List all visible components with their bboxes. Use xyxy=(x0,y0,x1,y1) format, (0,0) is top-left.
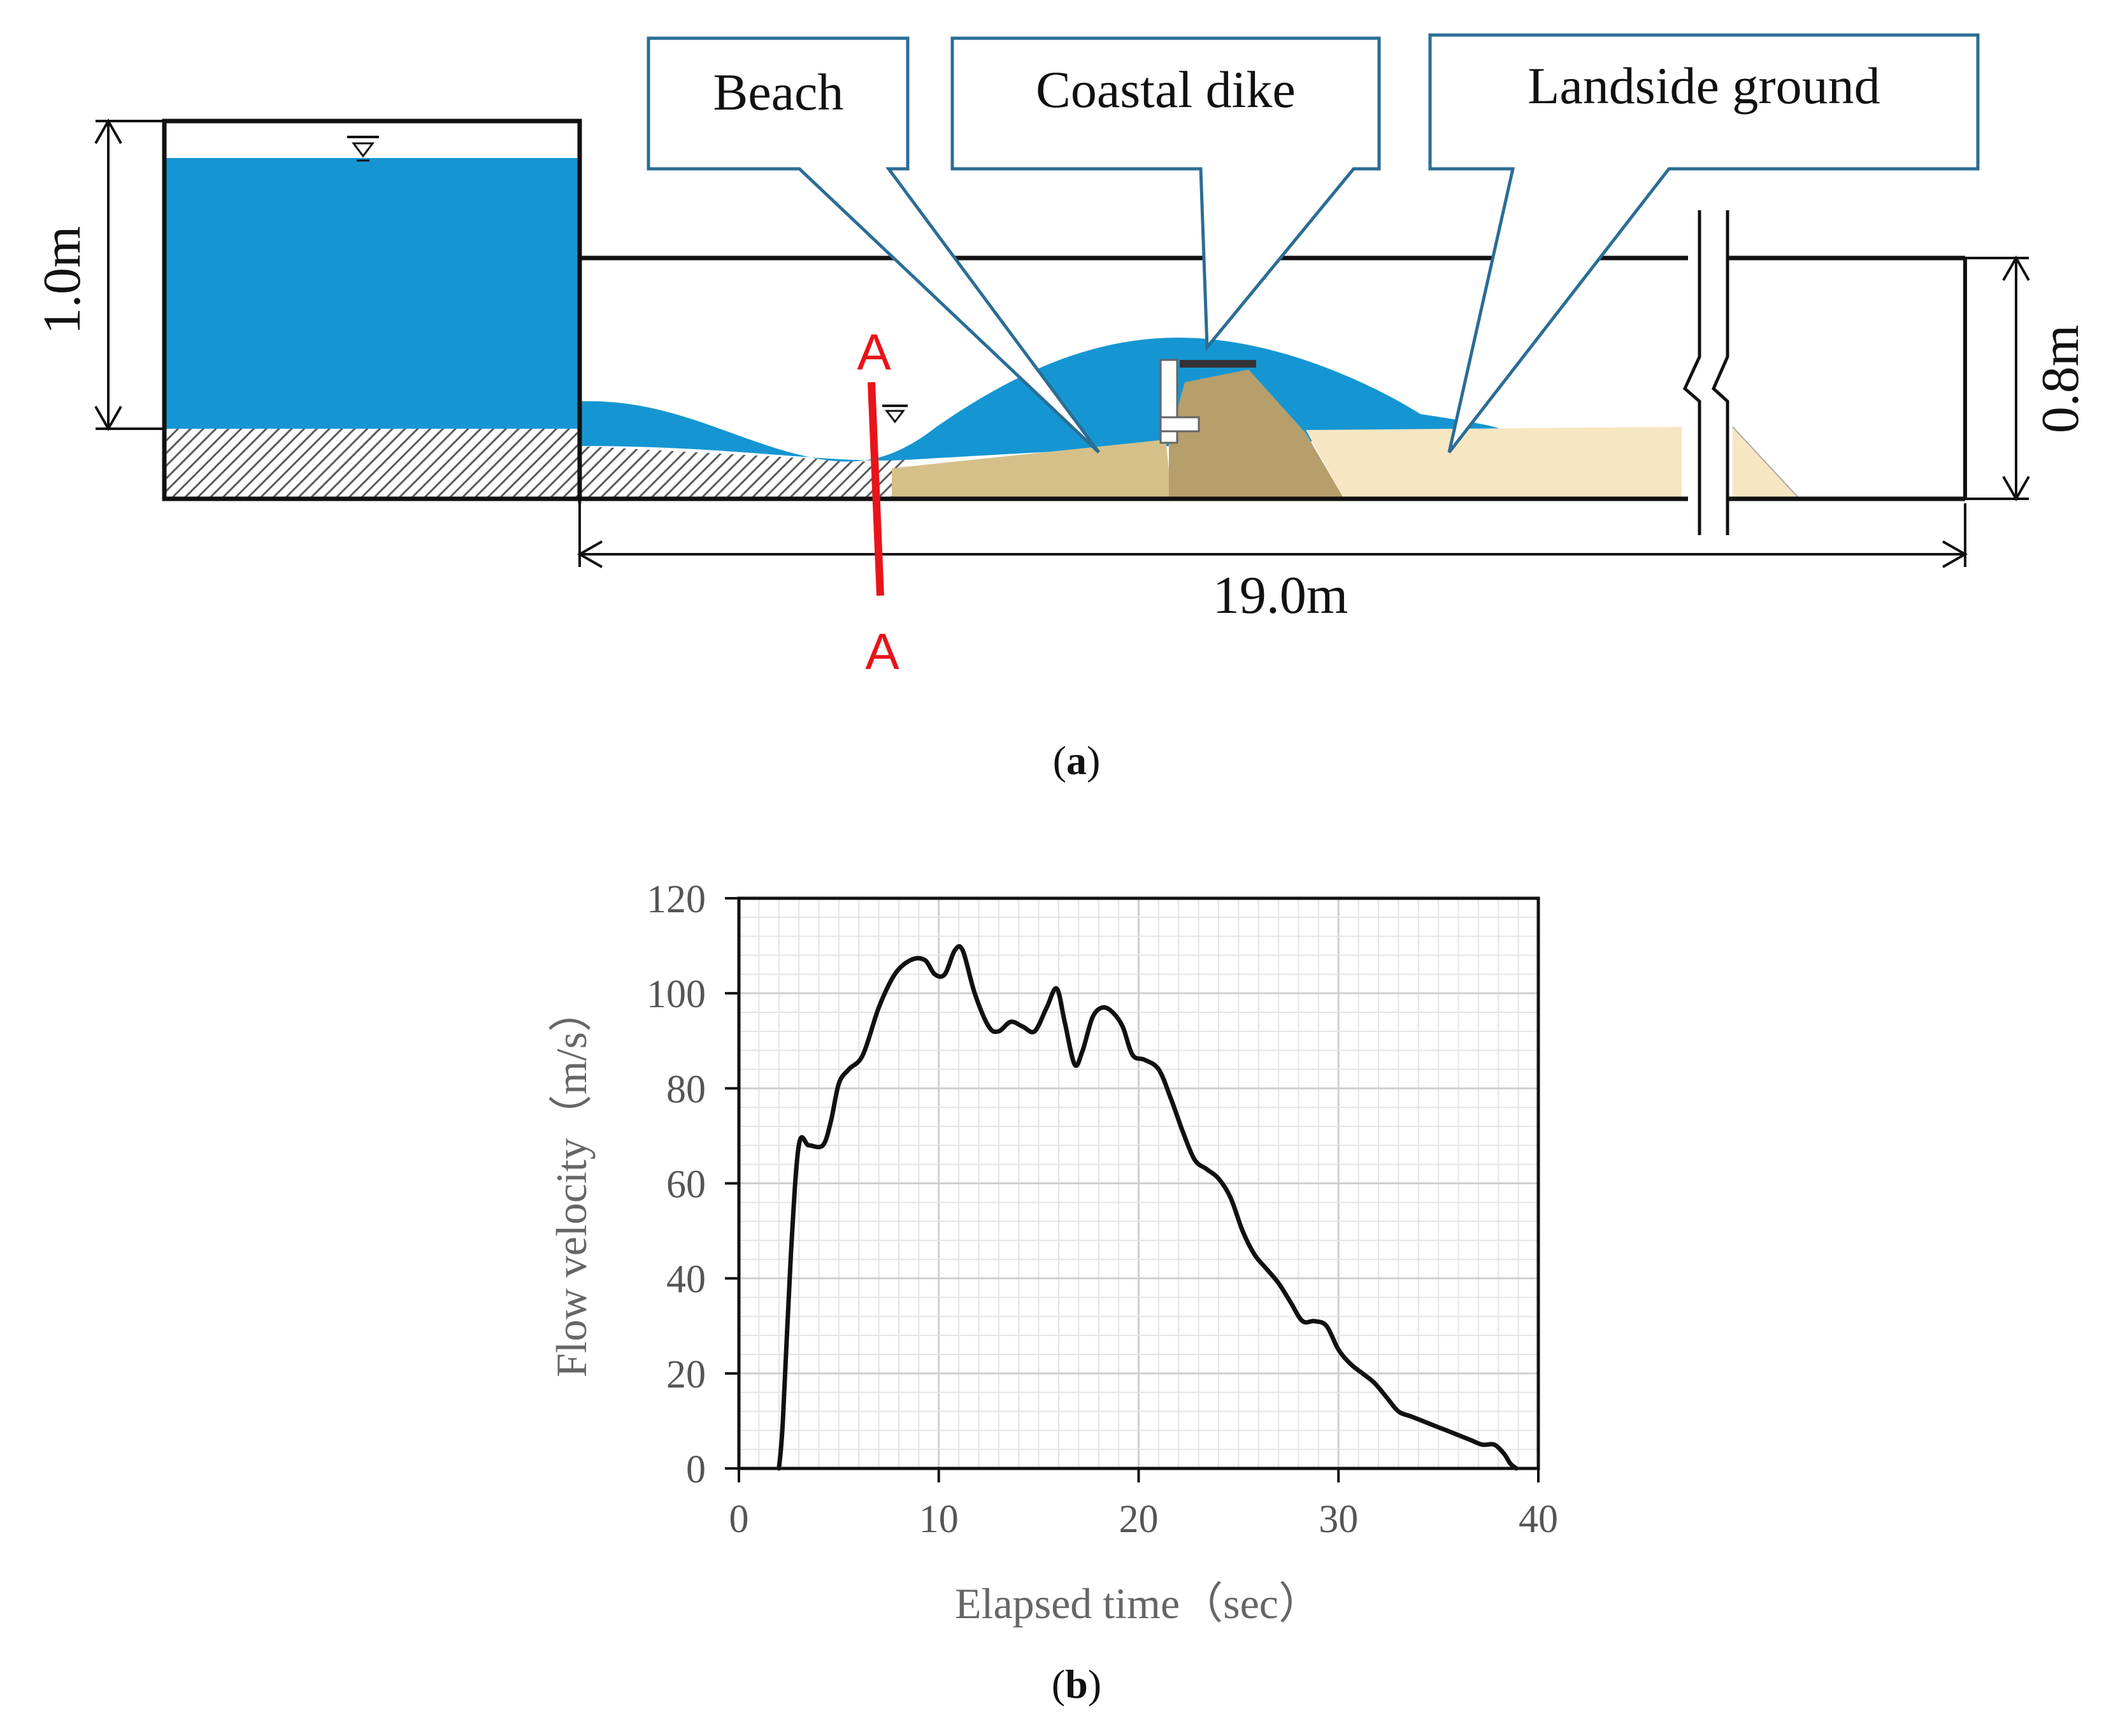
x-tick-label: 0 xyxy=(729,1498,749,1541)
y-tick-labels: 0 20 40 60 80 100 120 xyxy=(647,878,706,1491)
y-tick-label: 0 xyxy=(686,1448,706,1491)
callout-landside-ground: Landside ground xyxy=(1428,33,1980,454)
dim-0.8m-arrow-bottom xyxy=(2002,476,2030,502)
caption-b: (b) xyxy=(1052,1661,1101,1707)
dim-0.8m-arrow-top xyxy=(2002,255,2030,281)
callout-landside-ground-label: Landside ground xyxy=(1528,57,1880,115)
section-label-bottom: A xyxy=(865,623,899,680)
break-mark-left xyxy=(1682,210,1701,535)
y-axis-title: Flow velocity（m/s） xyxy=(547,989,596,1377)
dim-label-channel-length: 19.0m xyxy=(1213,566,1348,625)
y-tick-label: 60 xyxy=(666,1163,706,1207)
y-tick-label: 40 xyxy=(666,1258,706,1302)
velocity-chart: 0 10 20 30 40 0 20 40 60 80 100 120 Elapsed time（s… xyxy=(547,878,1558,1628)
dike-toe xyxy=(1159,416,1200,433)
coastal-dike-body xyxy=(1169,369,1344,499)
y-tick-label: 80 xyxy=(666,1068,706,1111)
dim-1m-arrow-bottom xyxy=(94,406,122,432)
flow-velocity-series-line xyxy=(776,943,1519,1471)
callout-beach-box xyxy=(647,36,1101,454)
dike-crown xyxy=(1180,360,1256,368)
x-tick-label: 10 xyxy=(919,1498,959,1541)
x-tick-label: 40 xyxy=(1519,1498,1558,1541)
chart-ticks xyxy=(725,897,1540,1482)
water-level-symbol-reservoir xyxy=(347,136,379,162)
dim-label-channel-height: 0.8m xyxy=(2031,325,2090,433)
caption-a: (a) xyxy=(1053,738,1101,783)
x-tick-label: 20 xyxy=(1119,1498,1159,1541)
callout-coastal-dike-label: Coastal dike xyxy=(1036,61,1296,118)
dim-19m-arrow-left xyxy=(576,540,603,568)
callout-coastal-dike: Coastal dike xyxy=(950,36,1381,352)
beach-sand xyxy=(892,440,1172,499)
x-axis-title: Elapsed time（sec） xyxy=(955,1579,1322,1628)
y-tick-label: 120 xyxy=(647,878,706,921)
caption-a-letter: a xyxy=(1066,738,1087,783)
callout-beach-label: Beach xyxy=(713,63,844,121)
dim-19m-arrow-right xyxy=(1942,540,1968,568)
y-tick-label: 20 xyxy=(666,1353,706,1396)
caption-b-letter: b xyxy=(1065,1661,1088,1707)
callout-coastal-dike-box xyxy=(950,36,1381,352)
landside-ground xyxy=(1306,427,1682,499)
flume-diagram: 1.0m 0.8m 19.0m A A Beach Coastal dike xyxy=(32,33,2090,680)
section-label-top: A xyxy=(857,324,891,380)
break-mark-right xyxy=(1711,210,1729,535)
landside-ground-end-slope xyxy=(1732,426,1800,499)
x-tick-label: 30 xyxy=(1319,1498,1358,1541)
y-tick-label: 100 xyxy=(647,973,706,1016)
water-level-symbol-channel xyxy=(882,405,908,424)
section-line-a-a xyxy=(868,382,884,596)
reservoir-water xyxy=(164,158,580,429)
dim-label-reservoir-height: 1.0m xyxy=(32,226,92,334)
dim-1m-arrow-top xyxy=(94,118,122,144)
reservoir-wall xyxy=(162,118,582,501)
callout-landside-ground-box xyxy=(1428,33,1980,454)
chart-grid xyxy=(738,897,1540,1470)
reservoir-hatched-floor xyxy=(164,429,580,499)
channel-hatched-floor xyxy=(580,446,905,499)
x-tick-labels: 0 10 20 30 40 xyxy=(729,1498,1559,1541)
callout-beach: Beach xyxy=(647,36,1101,454)
